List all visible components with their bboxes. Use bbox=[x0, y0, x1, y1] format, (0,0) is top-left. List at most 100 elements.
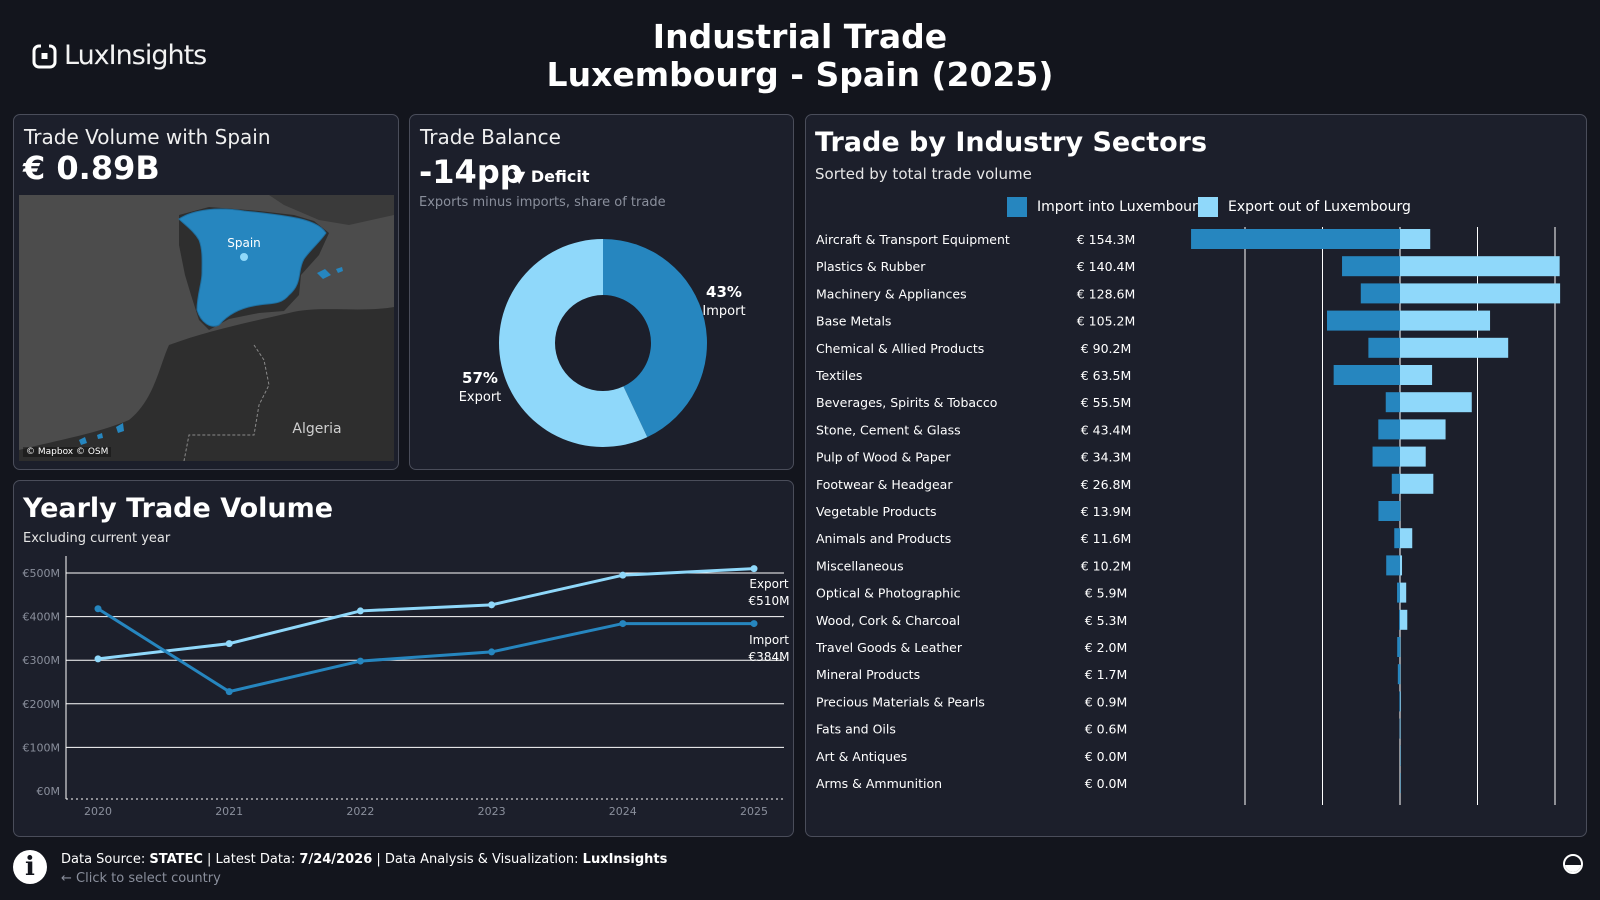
export-end-label: Export bbox=[749, 577, 789, 591]
sector-total: € 55.5M bbox=[1081, 395, 1132, 410]
import-pct-label: 43% bbox=[706, 283, 742, 301]
export-bar bbox=[1400, 392, 1472, 413]
import-bar bbox=[1342, 256, 1400, 277]
sectors-legend-export[interactable]: Export out of Luxembourg bbox=[1198, 197, 1411, 217]
import-bar bbox=[1386, 555, 1400, 576]
export-bar bbox=[1400, 283, 1561, 304]
sector-row[interactable]: Wood, Cork & Charcoal € 5.3M bbox=[816, 609, 1408, 630]
data-point-import[interactable] bbox=[94, 605, 102, 613]
data-point-import[interactable] bbox=[750, 620, 758, 628]
country-map[interactable]: Spain Algeria © Mapbox © OSM bbox=[19, 195, 394, 461]
sector-row[interactable]: Aircraft & Transport Equipment € 154.3M bbox=[816, 229, 1431, 249]
sector-total: € 154.3M bbox=[1077, 232, 1136, 247]
select-country-link[interactable]: ← Click to select country bbox=[61, 871, 221, 886]
import-bar bbox=[1333, 365, 1400, 385]
y-tick-label: €200M bbox=[23, 698, 61, 711]
sector-row[interactable]: Vegetable Products € 13.9M bbox=[816, 501, 1401, 521]
theme-toggle-icon[interactable] bbox=[1563, 854, 1583, 874]
sector-row[interactable]: Chemical & Allied Products € 90.2M bbox=[816, 337, 1509, 358]
sector-row[interactable]: Pulp of Wood & Paper € 34.3M bbox=[816, 446, 1426, 467]
sector-total: € 26.8M bbox=[1081, 477, 1132, 492]
sector-total: € 105.2M bbox=[1077, 314, 1136, 329]
sector-row[interactable]: Beverages, Spirits & Tobacco € 55.5M bbox=[816, 392, 1472, 413]
import-bar bbox=[1397, 664, 1400, 685]
sector-row[interactable]: Plastics & Rubber € 140.4M bbox=[816, 256, 1560, 277]
data-point-export[interactable] bbox=[94, 655, 102, 663]
sector-total: € 0.9M bbox=[1085, 694, 1128, 709]
import-swatch bbox=[1007, 197, 1027, 217]
export-bar bbox=[1400, 773, 1401, 793]
sectors-card: Trade by Industry Sectors Sorted by tota… bbox=[805, 114, 1587, 837]
sector-label: Base Metals bbox=[816, 314, 891, 329]
sector-label: Precious Materials & Pearls bbox=[816, 694, 985, 709]
sector-row[interactable]: Machinery & Appliances € 128.6M bbox=[816, 283, 1561, 304]
sector-label: Optical & Photographic bbox=[816, 586, 961, 601]
export-bar bbox=[1400, 419, 1446, 440]
map-label-algeria: Algeria bbox=[292, 421, 341, 437]
sector-total: € 5.9M bbox=[1085, 586, 1128, 601]
africa-landmass bbox=[19, 307, 394, 461]
x-tick-label: 2023 bbox=[478, 805, 506, 818]
data-point-export[interactable] bbox=[356, 607, 364, 615]
data-point-import[interactable] bbox=[488, 648, 496, 656]
data-point-export[interactable] bbox=[225, 640, 233, 648]
legend-export-label: Export out of Luxembourg bbox=[1228, 199, 1411, 215]
brand-name: LuxInsights bbox=[64, 40, 207, 71]
trade-volume-value: € 0.89B bbox=[23, 149, 160, 187]
export-bar bbox=[1400, 664, 1401, 685]
sector-total: € 5.3M bbox=[1085, 613, 1128, 628]
legend-import-label: Import into Luxembourg bbox=[1037, 199, 1207, 215]
export-bar bbox=[1400, 582, 1407, 603]
map-graphic: Spain Algeria bbox=[19, 195, 394, 461]
sector-row[interactable]: Mineral Products € 1.7M bbox=[816, 664, 1401, 685]
y-tick-label: €400M bbox=[23, 611, 61, 624]
sector-row[interactable]: Textiles € 63.5M bbox=[815, 365, 1433, 385]
page-title-line2: Luxembourg - Spain (2025) bbox=[546, 55, 1054, 94]
sector-row[interactable]: Art & Antiques € 0.0M bbox=[816, 745, 1401, 766]
sector-row[interactable]: Travel Goods & Leather € 2.0M bbox=[815, 637, 1401, 657]
sector-label: Pulp of Wood & Paper bbox=[816, 450, 951, 465]
sector-row[interactable]: Fats and Oils € 0.6M bbox=[816, 718, 1401, 739]
info-icon[interactable]: i bbox=[13, 850, 47, 884]
spain-shape bbox=[178, 208, 327, 327]
sector-total: € 1.7M bbox=[1085, 667, 1128, 682]
sector-row[interactable]: Stone, Cement & Glass € 43.4M bbox=[816, 419, 1446, 440]
y-tick-label: €500M bbox=[23, 567, 61, 580]
sector-label: Aircraft & Transport Equipment bbox=[816, 232, 1010, 247]
sector-row[interactable]: Precious Materials & Pearls € 0.9M bbox=[816, 691, 1401, 712]
sector-total: € 43.4M bbox=[1081, 422, 1132, 437]
import-bar bbox=[1191, 229, 1400, 249]
data-point-export[interactable] bbox=[488, 601, 496, 609]
sector-row[interactable]: Arms & Ammunition € 0.0M bbox=[816, 773, 1401, 793]
donut-slice-export[interactable] bbox=[499, 239, 648, 447]
sector-row[interactable]: Footwear & Headgear € 26.8M bbox=[816, 473, 1434, 494]
export-bar bbox=[1400, 528, 1413, 549]
sector-label: Textiles bbox=[815, 368, 862, 383]
data-point-export[interactable] bbox=[619, 571, 627, 579]
sector-row[interactable]: Miscellaneous € 10.2M bbox=[816, 555, 1403, 576]
sector-total: € 10.2M bbox=[1081, 558, 1132, 573]
balearic-islands bbox=[317, 267, 343, 279]
data-point-export[interactable] bbox=[750, 565, 758, 573]
export-bar bbox=[1400, 229, 1431, 249]
sectors-legend-import[interactable]: Import into Luxembourg bbox=[1007, 197, 1206, 217]
sector-row[interactable]: Optical & Photographic € 5.9M bbox=[816, 582, 1407, 603]
donut-slice-import[interactable] bbox=[603, 239, 708, 438]
data-point-import[interactable] bbox=[225, 688, 233, 696]
series-line-export bbox=[97, 567, 755, 661]
sector-label: Mineral Products bbox=[816, 667, 920, 682]
sector-label: Footwear & Headgear bbox=[816, 477, 953, 492]
export-bar bbox=[1400, 501, 1401, 521]
map-credit[interactable]: © Mapbox © OSM bbox=[23, 447, 112, 457]
sector-label: Plastics & Rubber bbox=[816, 259, 926, 274]
data-point-import[interactable] bbox=[619, 620, 627, 628]
import-bar bbox=[1391, 473, 1400, 494]
sector-row[interactable]: Base Metals € 105.2M bbox=[816, 310, 1491, 331]
sector-row[interactable]: Animals and Products € 11.6M bbox=[816, 528, 1413, 549]
import-end-label: Import bbox=[749, 633, 789, 647]
deficit-indicator: ▼ Deficit bbox=[513, 167, 590, 186]
data-point-import[interactable] bbox=[356, 657, 364, 665]
export-bar bbox=[1400, 691, 1401, 712]
sector-label: Animals and Products bbox=[816, 531, 951, 546]
import-bar bbox=[1397, 637, 1400, 657]
